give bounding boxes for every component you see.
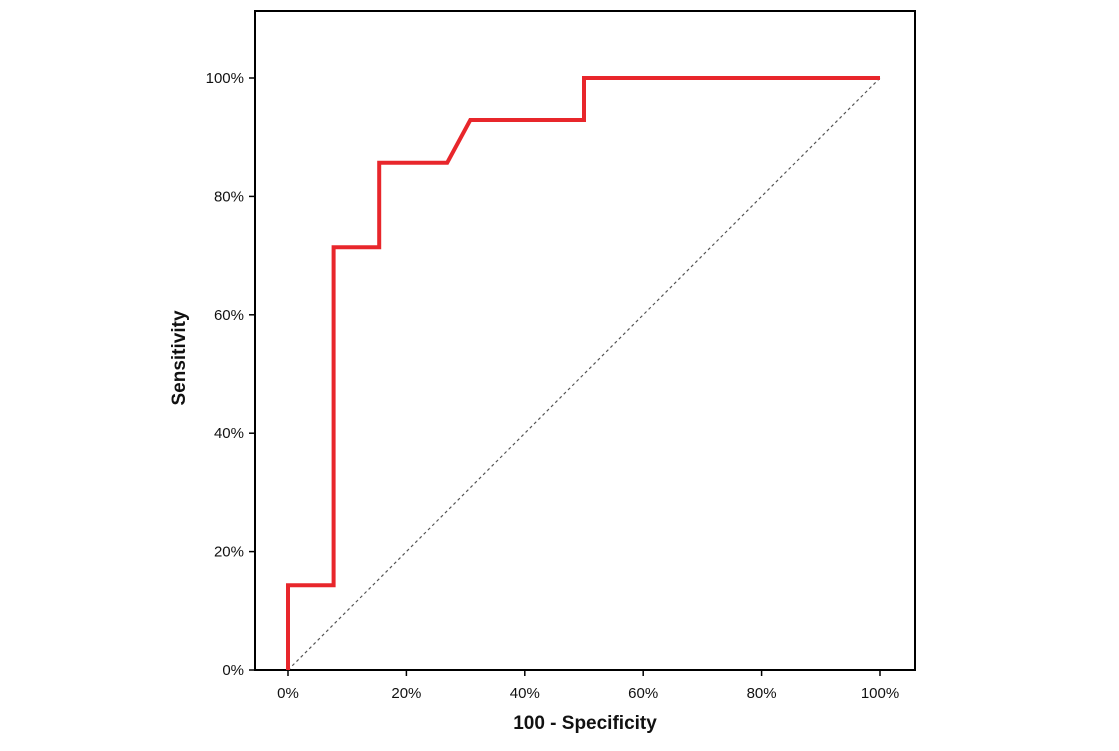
y-tick-label: 40% <box>214 425 244 442</box>
reference-diagonal-line <box>287 77 881 671</box>
y-tick-label: 20% <box>214 544 244 561</box>
roc-curve-line <box>286 76 880 670</box>
series-layer <box>286 76 881 671</box>
y-tick-label: 80% <box>214 188 244 205</box>
x-axis: 0% 20% 40% 60% 80% 100% <box>277 670 899 702</box>
x-tick-label: 100% <box>861 685 899 702</box>
x-tick-label: 40% <box>510 685 540 702</box>
x-axis-title: 100 - Specificity <box>513 713 657 734</box>
x-tick-label: 60% <box>628 685 658 702</box>
y-tick-label: 0% <box>222 662 244 679</box>
y-tick-label: 100% <box>206 70 244 87</box>
y-axis-title: Sensitivity <box>169 310 190 405</box>
x-tick-label: 0% <box>277 685 299 702</box>
plot-frame <box>254 10 916 671</box>
x-tick-label: 20% <box>391 685 421 702</box>
x-tick-label: 80% <box>747 685 777 702</box>
y-tick-label: 60% <box>214 307 244 324</box>
y-axis: 0% 20% 40% 60% 80% 100% <box>206 70 255 679</box>
